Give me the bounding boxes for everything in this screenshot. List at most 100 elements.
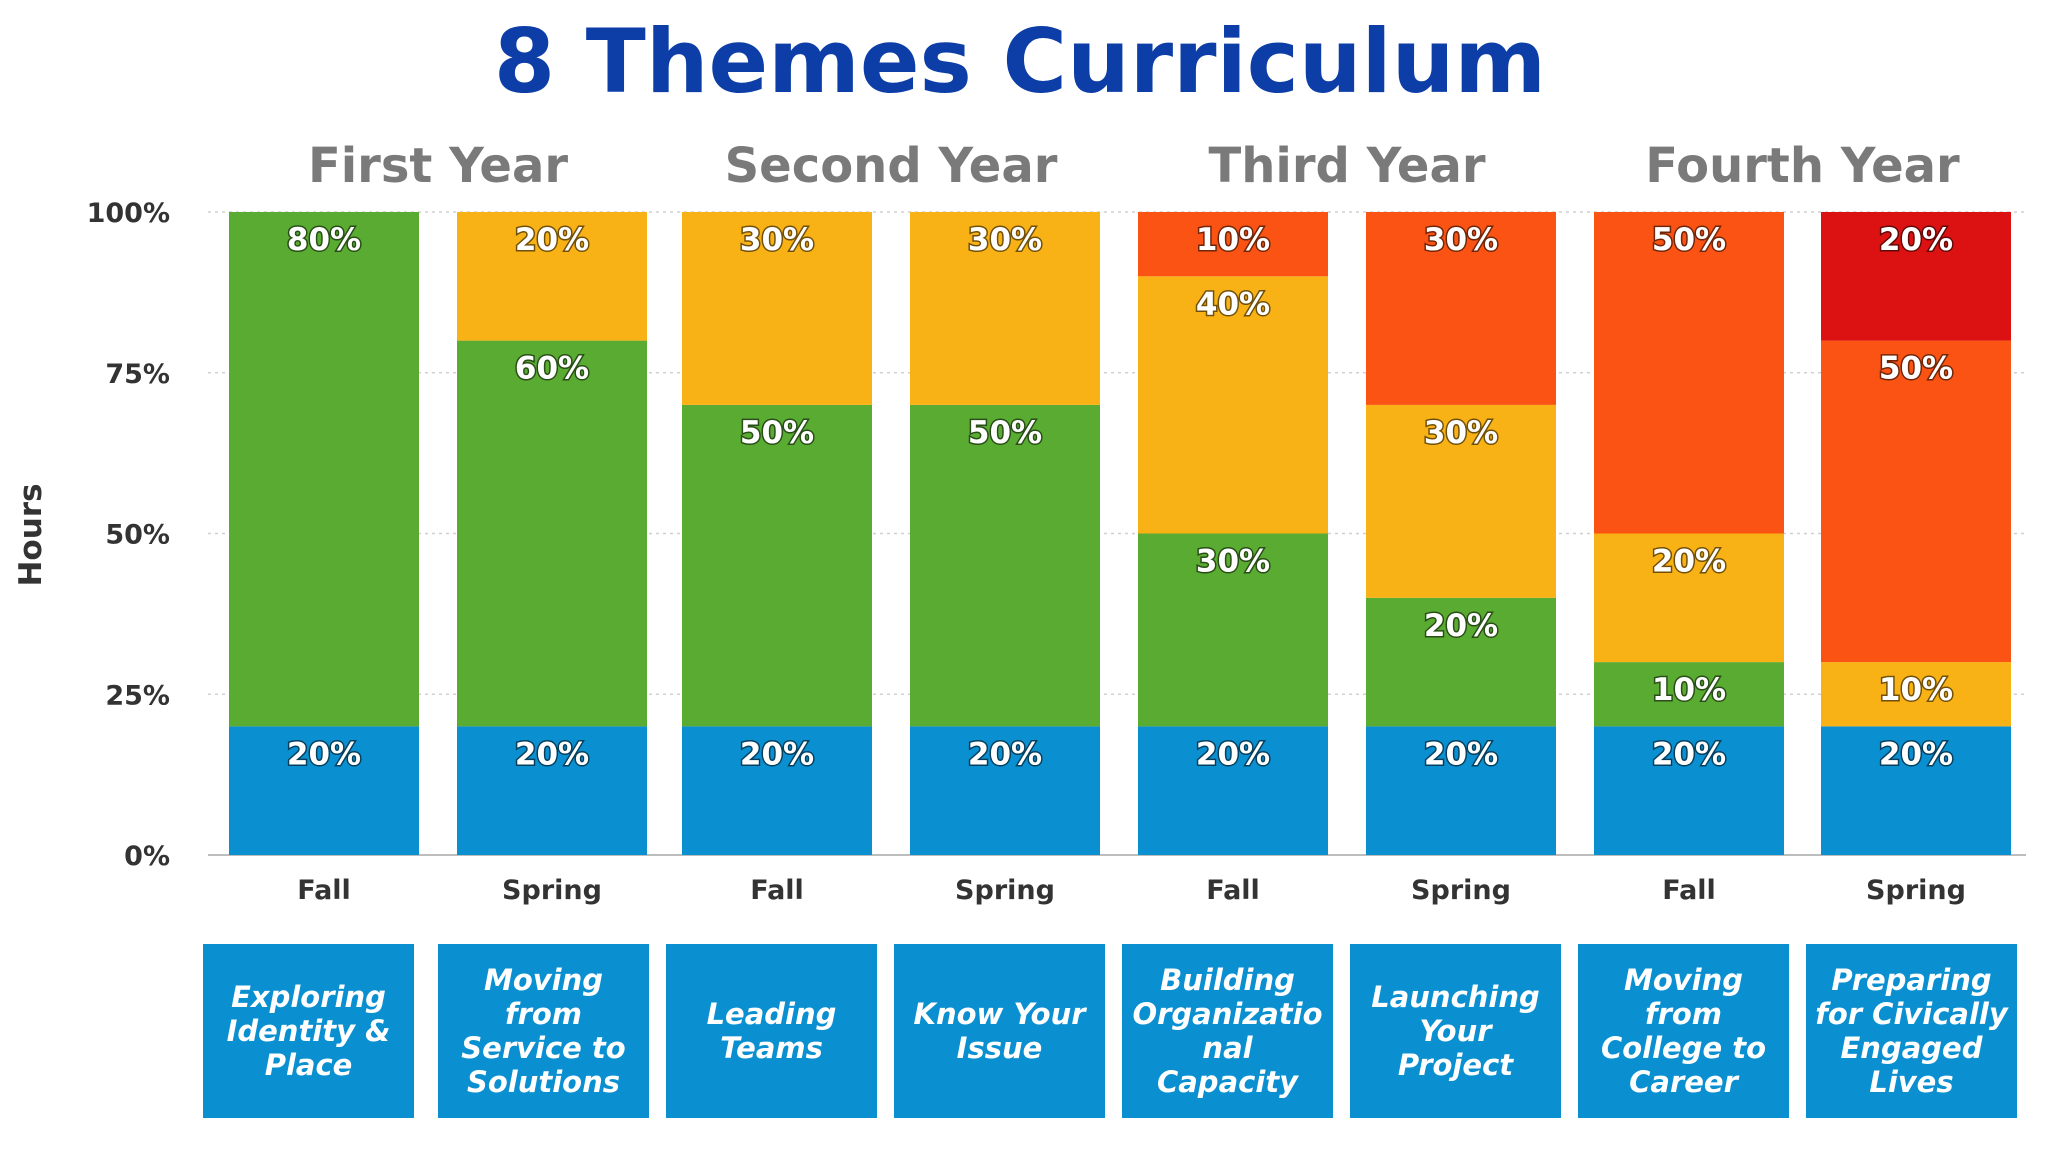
theme-label-line: for Civically (1815, 997, 2009, 1031)
x-tick-label: Spring (955, 875, 1055, 906)
theme-label-line: nal (1202, 1031, 1253, 1065)
bar-segment (910, 404, 1100, 727)
theme-label-line: Engaged (1841, 1031, 1983, 1065)
theme-label: Leading Teams (707, 997, 837, 1065)
data-label: 30% (1196, 544, 1270, 580)
y-tick-label: 100% (87, 198, 170, 229)
bar-segment (229, 212, 419, 727)
data-label: 10% (1652, 672, 1726, 708)
data-label: 30% (1424, 222, 1498, 258)
theme-label-line: Launching (1371, 980, 1540, 1014)
bar-segment (457, 726, 647, 855)
theme-label-line: from (505, 997, 582, 1031)
data-label: 10% (1196, 222, 1270, 258)
bar-segment (1821, 726, 2011, 855)
data-label: 50% (1879, 351, 1953, 387)
y-tick-label: 50% (105, 520, 170, 551)
theme-label-line: Career (1629, 1065, 1739, 1099)
bar-segment (1821, 662, 2011, 727)
bar-segment (1366, 597, 1556, 727)
bar-segment (1366, 212, 1556, 405)
theme-label: Know Your Issue (913, 997, 1087, 1065)
year-header: First Year (308, 138, 568, 194)
year-header: Fourth Year (1645, 138, 1960, 194)
data-label: 80% (287, 222, 361, 258)
bar-segment (1138, 726, 1328, 855)
theme-label: Moving from College to Career (1601, 963, 1766, 1099)
data-label: 20% (1879, 736, 1953, 772)
data-label: 20% (1424, 736, 1498, 772)
x-tick-label: Spring (1411, 875, 1511, 906)
theme-label-line: Identity & (227, 1014, 391, 1048)
theme-label-line: Issue (957, 1031, 1043, 1065)
bar-segment (1366, 404, 1556, 598)
data-label: 30% (740, 222, 814, 258)
theme-label-line: Building (1160, 963, 1295, 997)
data-label: 20% (1879, 222, 1953, 258)
theme-label-line: Leading (707, 997, 837, 1031)
theme-label-line: Moving (484, 963, 603, 997)
y-axis-label: Hours (13, 483, 49, 586)
theme-label-line: Preparing (1831, 963, 1991, 997)
theme-label-line: Capacity (1157, 1065, 1299, 1099)
data-label: 20% (1652, 736, 1726, 772)
theme-label: Preparing for Civically Engaged Lives (1815, 963, 2009, 1099)
data-label: 10% (1879, 672, 1953, 708)
data-label: 20% (515, 222, 589, 258)
bar-segment (1594, 662, 1784, 727)
theme-label-line: Your (1419, 1014, 1493, 1048)
data-label: 50% (968, 415, 1042, 451)
bar-segment (1821, 340, 2011, 663)
theme-label-line: Project (1398, 1048, 1514, 1082)
bar-segment (1138, 212, 1328, 277)
x-axis-ticks: Fall Spring Fall Spring Fall Spring Fall Spring (297, 875, 1966, 906)
x-tick-label: Fall (1206, 875, 1260, 906)
theme-box (1122, 944, 1333, 1118)
x-tick-label: Spring (1866, 875, 1966, 906)
bar-segment (682, 404, 872, 727)
theme-label: Building Organizatio nal Capacity (1132, 963, 1322, 1099)
year-header: Third Year (1208, 138, 1485, 194)
theme-label-line: Teams (720, 1031, 823, 1065)
theme-label: Launching Your Project (1371, 980, 1540, 1082)
x-tick-label: Fall (1662, 875, 1716, 906)
data-label: 20% (968, 736, 1042, 772)
chart-title: 8 Themes Curriculum (494, 10, 1546, 113)
bar-segment (229, 726, 419, 855)
theme-label: Moving from Service to Solutions (461, 963, 625, 1099)
year-headers: First Year Second Year Third Year Fourth Ye… (308, 138, 1960, 194)
y-axis-ticks: 0% 25% 50% 75% 100% (87, 198, 170, 872)
bar-segment (1138, 533, 1328, 727)
theme-label-line: from (1645, 997, 1722, 1031)
data-label: 20% (1196, 736, 1270, 772)
data-label: 30% (1424, 415, 1498, 451)
y-tick-label: 0% (124, 841, 170, 872)
x-tick-label: Fall (297, 875, 351, 906)
bar-segment (682, 726, 872, 855)
bar-segment (1594, 533, 1784, 663)
bar-segment (457, 212, 647, 341)
theme-label-line: Organizatio (1132, 997, 1322, 1031)
bar-segment (682, 212, 872, 405)
theme-box (1350, 944, 1561, 1118)
y-tick-label: 25% (105, 680, 170, 711)
theme-label-line: Place (265, 1048, 353, 1082)
y-tick-label: 75% (105, 359, 170, 390)
theme-label-line: Moving (1624, 963, 1743, 997)
year-header: Second Year (725, 138, 1058, 194)
bar-segment (1594, 212, 1784, 534)
data-label: 40% (1196, 286, 1270, 322)
theme-box (666, 944, 877, 1118)
x-tick-label: Fall (750, 875, 804, 906)
data-label: 20% (740, 736, 814, 772)
theme-box (1578, 944, 1789, 1118)
data-label: 50% (1652, 222, 1726, 258)
bar-segment (910, 212, 1100, 405)
theme-label-line: Solutions (467, 1065, 620, 1099)
data-label: 20% (1652, 544, 1726, 580)
theme-label: Exploring Identity & Place (227, 980, 391, 1082)
bar-segment (1594, 726, 1784, 855)
bar-segment (1138, 276, 1328, 534)
theme-label-line: Exploring (231, 980, 386, 1014)
